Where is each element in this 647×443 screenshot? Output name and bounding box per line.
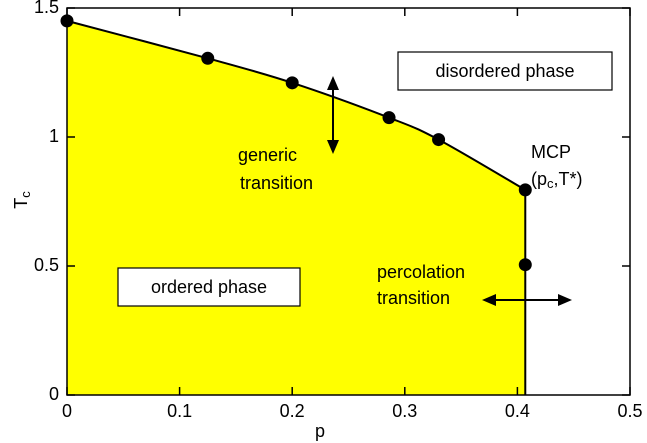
annotation: ordered phase (151, 277, 267, 297)
data-point (432, 133, 446, 147)
annotation-part: c (547, 176, 554, 191)
arrow (327, 76, 339, 154)
annotation-part: ,T*) (554, 169, 583, 189)
x-tick-label: 0.4 (505, 401, 530, 421)
annotation: (pc,T*) (531, 169, 583, 192)
data-point (382, 111, 396, 125)
annotation: transition (240, 173, 313, 193)
axes-frame (66, 7, 631, 396)
y-axis-label: Tc (11, 191, 34, 209)
arrow (482, 294, 572, 306)
y-tick-label: 0 (49, 384, 59, 404)
x-tick-label: 0.2 (280, 401, 305, 421)
x-tick-label: 0.3 (392, 401, 417, 421)
annotation: generic (238, 145, 297, 165)
data-point (201, 51, 215, 65)
y-tick-label: 1 (49, 126, 59, 146)
annotation: MCP (531, 142, 571, 162)
annotation: disordered phase (435, 61, 574, 81)
annotation-box (397, 51, 613, 91)
data-point (518, 258, 532, 272)
x-tick-label: 0 (62, 401, 72, 421)
data-point (285, 76, 299, 90)
y-tick-label: 0.5 (34, 255, 59, 275)
x-tick-label: 0.1 (167, 401, 192, 421)
data-point (518, 183, 532, 197)
annotation: transition (377, 288, 450, 308)
x-axis-label: p (315, 421, 325, 441)
y-tick-label: 1.5 (34, 0, 59, 17)
annotation-box (117, 267, 301, 307)
y-axis-label-sub: c (18, 191, 33, 198)
annotation-part: (p (531, 169, 547, 189)
annotation: percolation (377, 262, 465, 282)
y-axis-label-main: T (11, 198, 31, 209)
x-tick-label: 0.5 (617, 401, 642, 421)
